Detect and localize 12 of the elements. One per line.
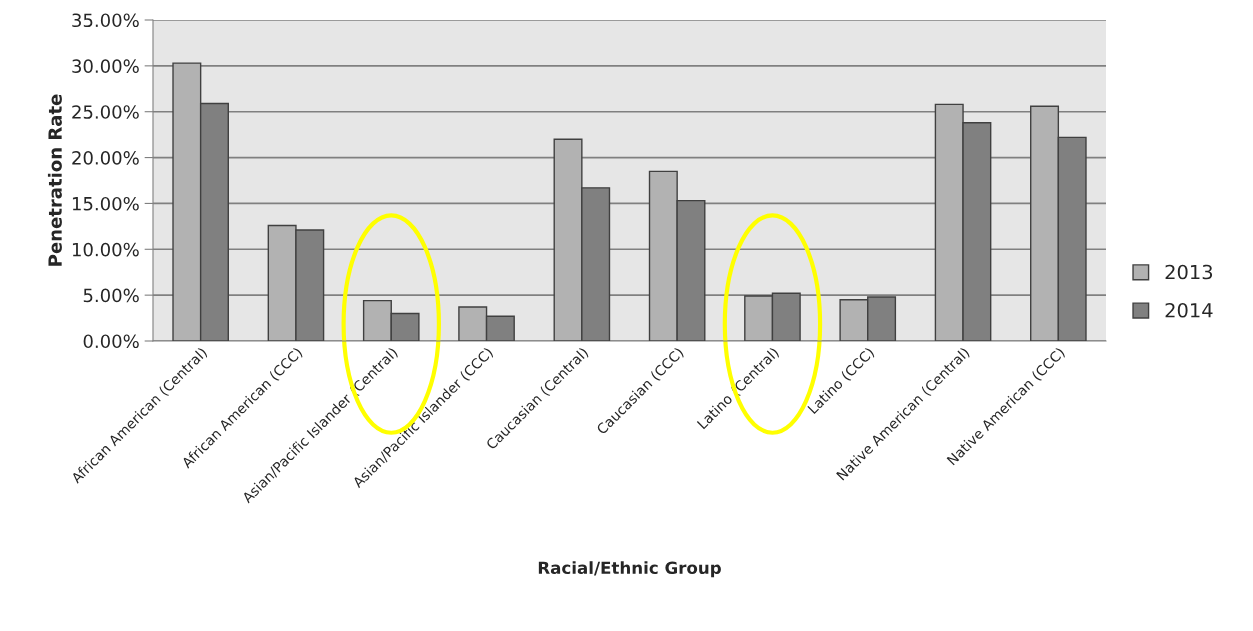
y-tick-label: 25.00% (72, 105, 139, 119)
y-axis-title: Penetration Rate (47, 94, 62, 266)
y-tick-label: 30.00% (72, 59, 139, 73)
y-tick-label: 20.00% (72, 151, 139, 165)
y-tick-label: 35.00% (72, 13, 139, 28)
y-tick-label: 10.00% (72, 242, 139, 257)
legend-label: 2014 (1165, 302, 1213, 318)
y-tick-label: 15.00% (72, 196, 139, 211)
legend-label: 2013 (1165, 264, 1213, 280)
y-tick-label: 0.00% (83, 334, 139, 349)
y-tick-label: 5.00% (83, 288, 139, 303)
x-axis-title: Racial/Ethnic Group (538, 561, 721, 578)
